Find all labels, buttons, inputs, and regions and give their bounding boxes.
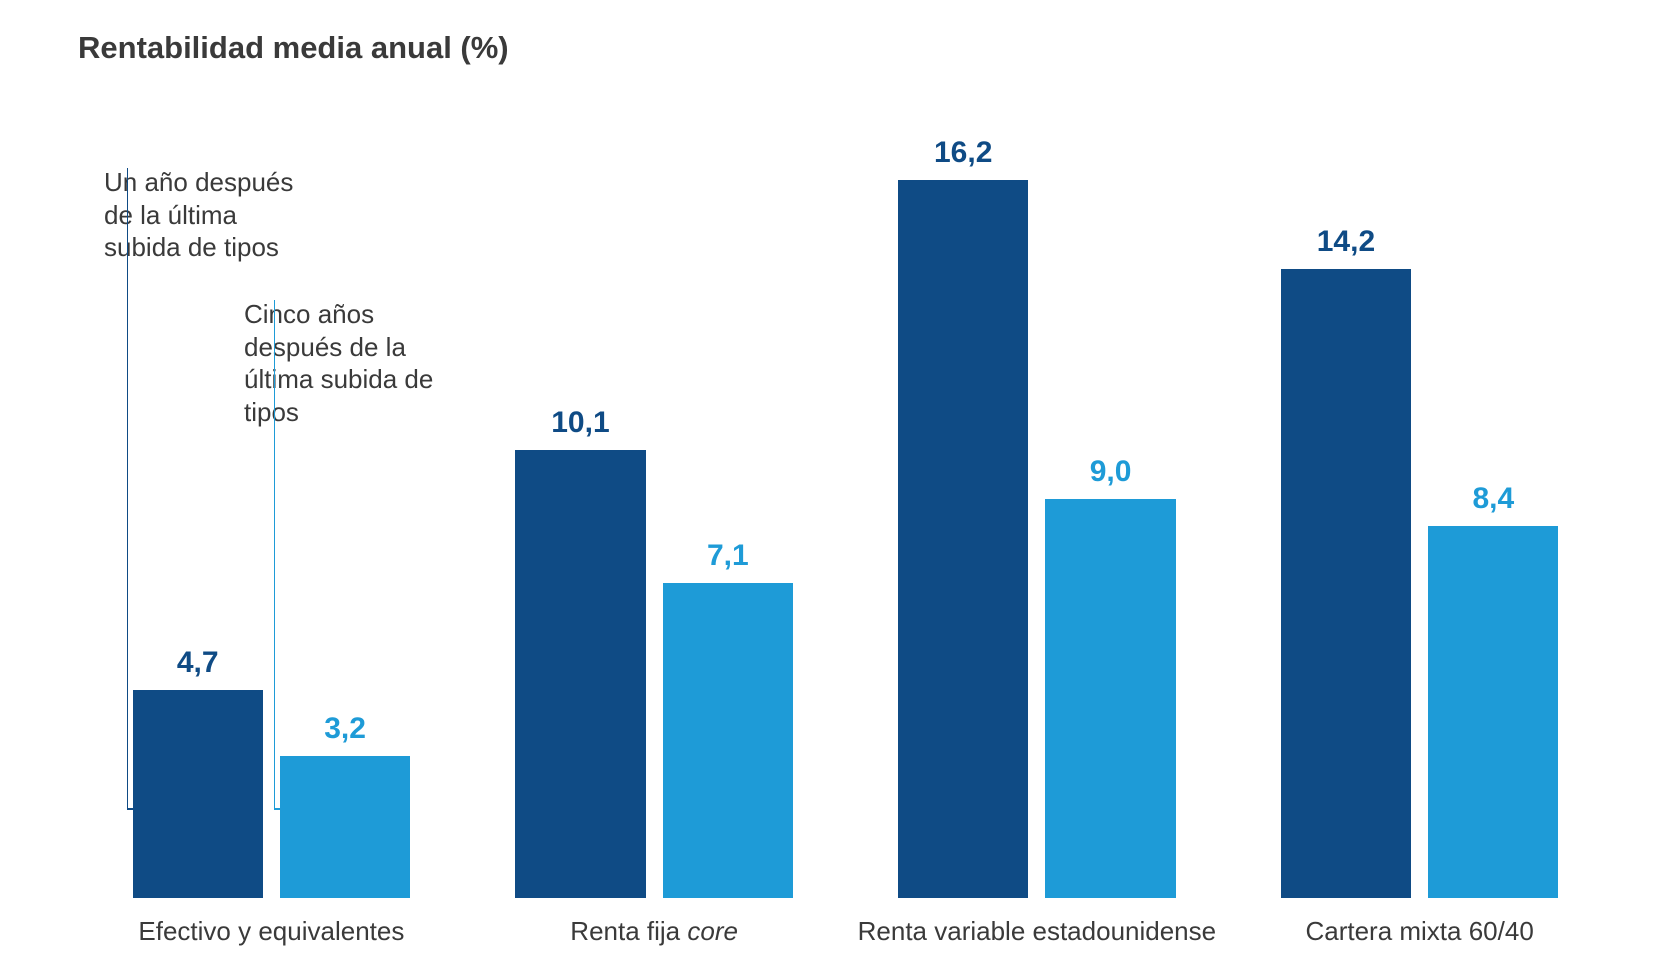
value-label: 14,2 [1261, 225, 1431, 259]
legend-label-one_year: Un año después de la última subida de ti… [104, 166, 304, 264]
value-label: 8,4 [1408, 482, 1578, 516]
annual-return-chart: Rentabilidad media anual (%) 4,7 3,2 Efect… [0, 0, 1671, 978]
value-label: 3,2 [260, 712, 430, 746]
value-label: 9,0 [1025, 455, 1195, 489]
bar-one_year [898, 180, 1028, 898]
legend-leader-tick [274, 808, 284, 810]
bar-five_year [1045, 499, 1175, 898]
bar-five_year [1428, 526, 1558, 898]
bar-five_year [663, 583, 793, 898]
bar-one_year [133, 690, 263, 898]
bar-five_year [280, 756, 410, 898]
value-label: 7,1 [643, 539, 813, 573]
bar-one_year [1281, 269, 1411, 898]
category-label: Efectivo y equivalentes [80, 916, 463, 947]
category-label: Renta fija core [463, 916, 846, 947]
chart-title: Rentabilidad media anual (%) [78, 30, 509, 66]
legend-leader [274, 300, 276, 808]
value-label: 4,7 [113, 646, 283, 680]
value-label: 10,1 [495, 406, 665, 440]
value-label: 16,2 [878, 136, 1048, 170]
legend-leader-tick [127, 808, 137, 810]
bar-one_year [515, 450, 645, 898]
legend-leader [127, 168, 129, 808]
category-label: Cartera mixta 60/40 [1228, 916, 1611, 947]
category-label: Renta variable estadounidense [846, 916, 1229, 947]
